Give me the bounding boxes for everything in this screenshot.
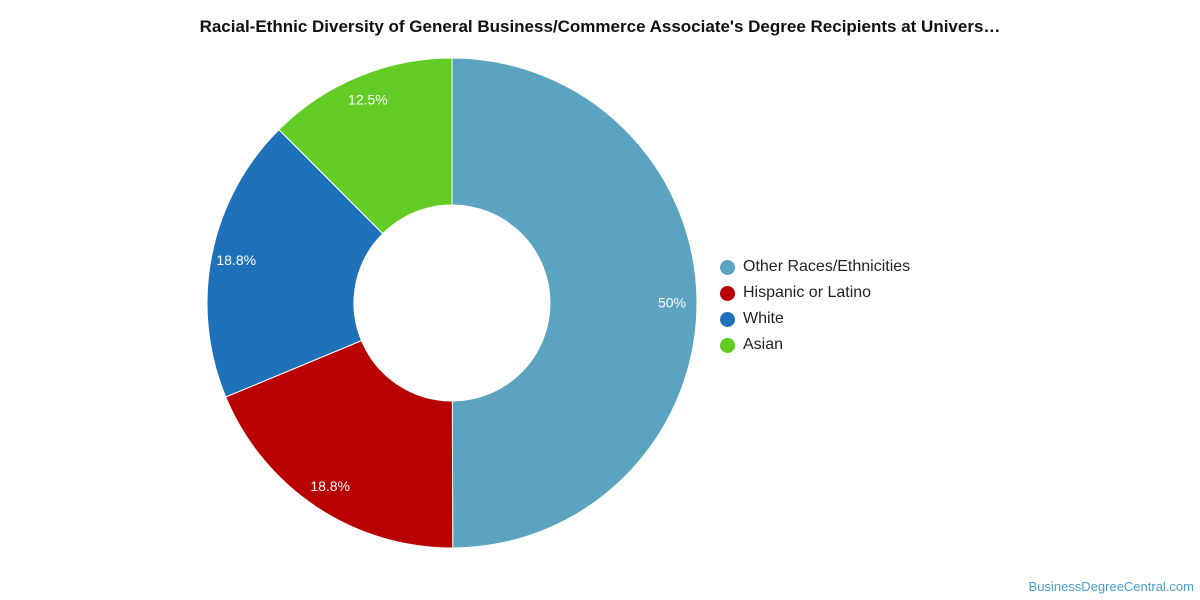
slice-white[interactable] [206,128,384,398]
slice-data-label: 18.8% [310,478,350,494]
legend-label: Asian [743,336,784,353]
legend-item[interactable]: Asian [720,332,910,358]
slice-hispanic-or-latino[interactable] [225,339,454,549]
slice-asian[interactable] [278,57,453,235]
slice-data-label: 50% [658,295,686,311]
legend-swatch [720,337,735,353]
legend-swatch [720,259,735,275]
legend-item[interactable]: Other Races/Ethnicities [720,254,910,280]
legend-item[interactable]: Hispanic or Latino [720,280,910,306]
chart-title: Racial-Ethnic Diversity of General Busin… [199,17,1001,36]
legend-label: White [743,310,784,327]
slice-other-races-ethnicities[interactable] [451,57,698,549]
legend-item[interactable]: White [720,306,910,332]
legend-label: Hispanic or Latino [743,284,872,301]
chart-legend: Other Races/Ethnicities Hispanic or Latin… [720,254,910,358]
legend-swatch [720,285,735,301]
legend-label: Other Races/Ethnicities [743,258,911,275]
legend-swatch [720,311,735,327]
site-watermark[interactable]: BusinessDegreeCentral.com [1028,579,1194,594]
slice-data-label: 12.5% [348,92,388,108]
slice-data-label: 18.8% [216,252,256,268]
